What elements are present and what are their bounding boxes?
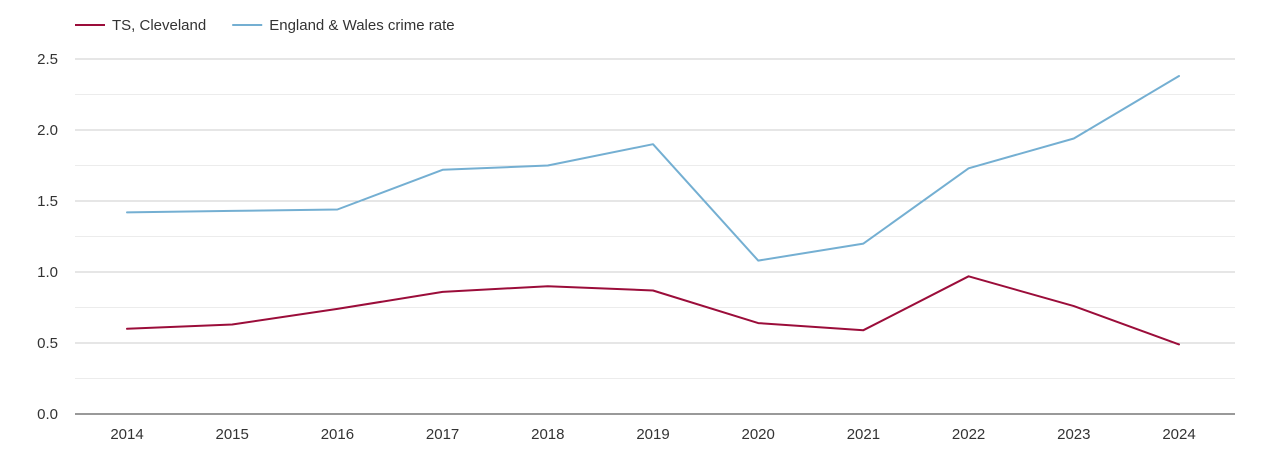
x-axis-ticks: 2014 2015 2016 2017 2018 2019 2020 2021 2022 2023… [110, 426, 1195, 443]
series-lines [126, 75, 1180, 346]
x-tick-label: 2014 [110, 426, 143, 443]
x-tick-label: 2018 [531, 426, 564, 443]
y-tick-label: 1.5 [37, 193, 58, 210]
legend-label: England & Wales crime rate [269, 17, 454, 34]
y-tick-label: 2.5 [37, 51, 58, 68]
legend-label: TS, Cleveland [112, 17, 206, 34]
legend: TS, Cleveland England & Wales crime rate [75, 17, 455, 34]
grid-lines [75, 58, 1235, 415]
x-tick-label: 2024 [1162, 426, 1195, 443]
x-tick-label: 2020 [742, 426, 775, 443]
y-tick-label: 0.5 [37, 335, 58, 352]
x-tick-label: 2019 [636, 426, 669, 443]
x-tick-label: 2016 [321, 426, 354, 443]
x-tick-label: 2022 [952, 426, 985, 443]
y-tick-label: 1.0 [37, 264, 58, 281]
series-line [126, 275, 1180, 346]
y-tick-label: 2.0 [37, 122, 58, 139]
y-tick-label: 0.0 [37, 406, 58, 423]
series-line [126, 75, 1180, 262]
x-tick-label: 2023 [1057, 426, 1090, 443]
x-tick-label: 2015 [216, 426, 249, 443]
x-tick-label: 2017 [426, 426, 459, 443]
y-axis-ticks: 0.0 0.5 1.0 1.5 2.0 2.5 [37, 51, 58, 423]
x-tick-label: 2021 [847, 426, 880, 443]
